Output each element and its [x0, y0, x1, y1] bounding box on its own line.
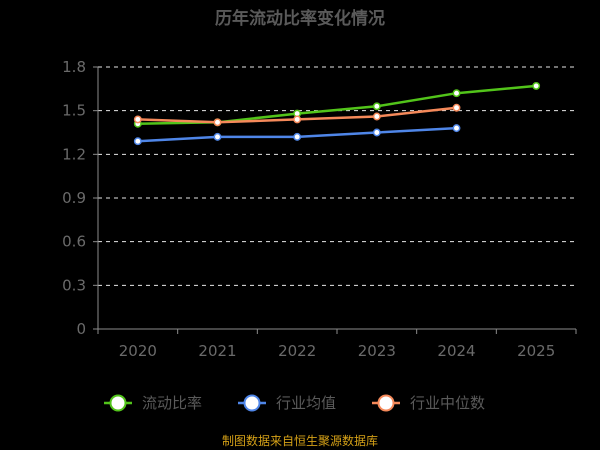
data-point[interactable] — [372, 112, 381, 121]
legend-item-2[interactable]: 行业中位数 — [372, 394, 485, 412]
y-tick-label: 0.3 — [62, 276, 86, 294]
x-tick-label: 2021 — [198, 342, 236, 360]
legend-item-0[interactable]: 流动比率 — [104, 394, 202, 412]
data-point[interactable] — [452, 103, 461, 112]
y-tick-label: 0.9 — [62, 189, 86, 207]
data-point[interactable] — [372, 102, 381, 111]
grid-lines — [98, 66, 576, 286]
y-tick-label: 0.6 — [62, 233, 86, 251]
y-tick-label: 1.8 — [62, 58, 86, 76]
axes: 0 0.3 0.6 0.9 1.2 1.5 1.8 2020 2021 2022 2023 2024 2… — [62, 58, 577, 360]
y-tick-label: 0 — [76, 320, 86, 338]
data-point[interactable] — [213, 118, 222, 127]
legend-label: 流动比率 — [142, 394, 202, 412]
legend-label: 行业中位数 — [410, 394, 485, 412]
chart-title: 历年流动比率变化情况 — [215, 8, 385, 29]
legend-marker — [243, 394, 261, 412]
x-tick-label: 2023 — [358, 342, 396, 360]
y-tick-label: 1.5 — [62, 102, 86, 120]
data-point[interactable] — [372, 128, 381, 137]
legend-marker — [377, 394, 395, 412]
y-tick-label: 1.2 — [62, 145, 86, 163]
legend[interactable]: 流动比率 行业均值 行业中位数 — [104, 394, 485, 412]
data-point[interactable] — [293, 132, 302, 141]
data-point[interactable] — [133, 137, 142, 146]
data-point[interactable] — [452, 89, 461, 98]
source-note: 制图数据来自恒生聚源数据库 — [222, 433, 378, 448]
data-point[interactable] — [293, 115, 302, 124]
x-tick-label: 2020 — [119, 342, 157, 360]
legend-marker — [109, 394, 127, 412]
data-point[interactable] — [532, 81, 541, 90]
x-tick-label: 2025 — [517, 342, 555, 360]
data-point[interactable] — [133, 115, 142, 124]
x-tick-label: 2022 — [278, 342, 316, 360]
legend-label: 行业均值 — [276, 394, 336, 412]
x-tick-label: 2024 — [437, 342, 475, 360]
data-point[interactable] — [452, 124, 461, 133]
series-lines — [133, 81, 541, 146]
data-point[interactable] — [213, 132, 222, 141]
legend-item-1[interactable]: 行业均值 — [238, 394, 336, 412]
